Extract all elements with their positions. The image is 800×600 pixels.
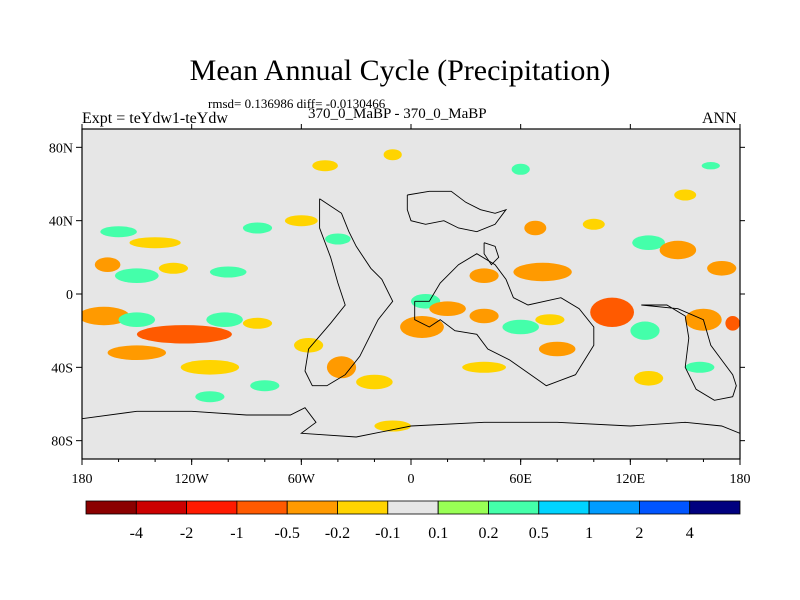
anomaly-region [136,325,232,344]
anomaly-region [129,237,181,249]
anomaly-region [707,261,737,276]
season-label: ANN [702,110,737,127]
anomaly-region [250,380,280,392]
chart-title: Mean Annual Cycle (Precipitation) [189,54,611,87]
colorbar-label: -0.5 [275,525,300,542]
coastline [414,253,595,387]
x-tick-label: 0 [408,472,415,487]
anomaly-region [356,374,393,390]
anomaly-region [524,220,547,236]
anomaly-region [469,308,499,324]
colorbar-label: 1 [585,525,593,542]
colorbar-swatch [437,500,489,515]
x-tick-label: 180 [72,472,93,487]
colorbar-swatch [337,500,389,515]
colorbar-label: -1 [230,525,243,542]
anomaly-region [462,361,506,373]
stats-label: rmsd= 0.136986 diff= -0.0130466 [208,96,386,111]
anomaly-region [513,262,572,282]
coastline [304,198,394,387]
colorbar-label: -4 [130,525,143,542]
y-tick-label: 80S [51,435,73,450]
anomaly-region [590,297,634,327]
colorbar-label: 0.2 [479,525,499,542]
anomaly-region [195,391,225,403]
coastline [406,190,508,233]
anomaly-region [538,341,576,357]
anomaly-region [429,301,466,317]
x-tick-label: 60E [509,472,532,487]
experiment-label: Expt = teYdw1-teYdw [82,110,228,127]
anomaly-region [118,312,156,328]
anomaly-region [158,262,188,274]
colorbar-label: 0.1 [428,525,448,542]
colorbar-swatch [85,500,137,515]
map-background [82,129,740,459]
colorbar-swatch [286,500,338,515]
colorbar-swatch [689,500,741,515]
colorbar-label: 2 [635,525,643,542]
anomaly-region [634,371,664,386]
anomaly-region [630,321,660,340]
anomaly-region [209,266,247,278]
colorbar-label: 0.5 [529,525,549,542]
anomaly-region [114,268,159,284]
chart-subtitle: 370_0_MaBP - 370_0_MaBP [308,106,487,122]
anomaly-region [312,160,338,172]
colorbar-swatch [488,500,540,515]
anomaly-region [535,314,565,326]
anomaly-region [326,356,357,379]
anomaly-region [725,316,740,331]
coastline [641,304,737,401]
anomaly-region [701,162,720,170]
colorbar-swatch [387,500,439,515]
x-tick-label: 120E [616,472,646,487]
anomaly-region [325,233,351,245]
colorbar-label: -0.2 [325,525,350,542]
y-tick-label: 80N [49,141,73,156]
colorbar-swatch [538,500,590,515]
anomaly-region [206,312,243,328]
anomaly-region [294,338,324,353]
colorbar-swatch [639,500,691,515]
colorbar-label: 4 [686,525,694,542]
x-tick-label: 60W [288,472,316,487]
anomaly-region [469,268,499,284]
anomaly-region [632,235,665,250]
colorbar-swatch [588,500,640,515]
anomaly-region [180,360,240,375]
anomaly-region [685,361,715,373]
anomaly-region [674,189,697,201]
colorbar-label: -2 [180,525,193,542]
x-tick-label: 120W [175,472,210,487]
anomaly-region [242,317,273,329]
anomaly-region [374,420,412,432]
colorbar-swatch [236,500,288,515]
colorbar-swatch [135,500,188,515]
y-tick-label: 40S [51,361,73,376]
colorbar-label: -0.1 [375,525,400,542]
anomaly-region [659,240,697,260]
colorbar-swatch [186,500,238,515]
anomaly-region [383,149,402,161]
anomaly-region [94,257,121,273]
anomaly-region [82,306,130,326]
x-tick-label: 180 [730,472,751,487]
y-tick-label: 40N [49,215,73,230]
anomaly-region [582,218,605,230]
anomaly-region [242,222,273,234]
anomaly-region [107,345,166,361]
anomaly-region [400,316,444,338]
anomaly-region [502,319,539,335]
anomaly-region [511,163,530,175]
anomaly-region [100,226,137,238]
coastline [82,407,740,438]
y-tick-label: 0 [66,288,73,303]
anomaly-region [284,215,318,227]
coastline [483,242,500,266]
